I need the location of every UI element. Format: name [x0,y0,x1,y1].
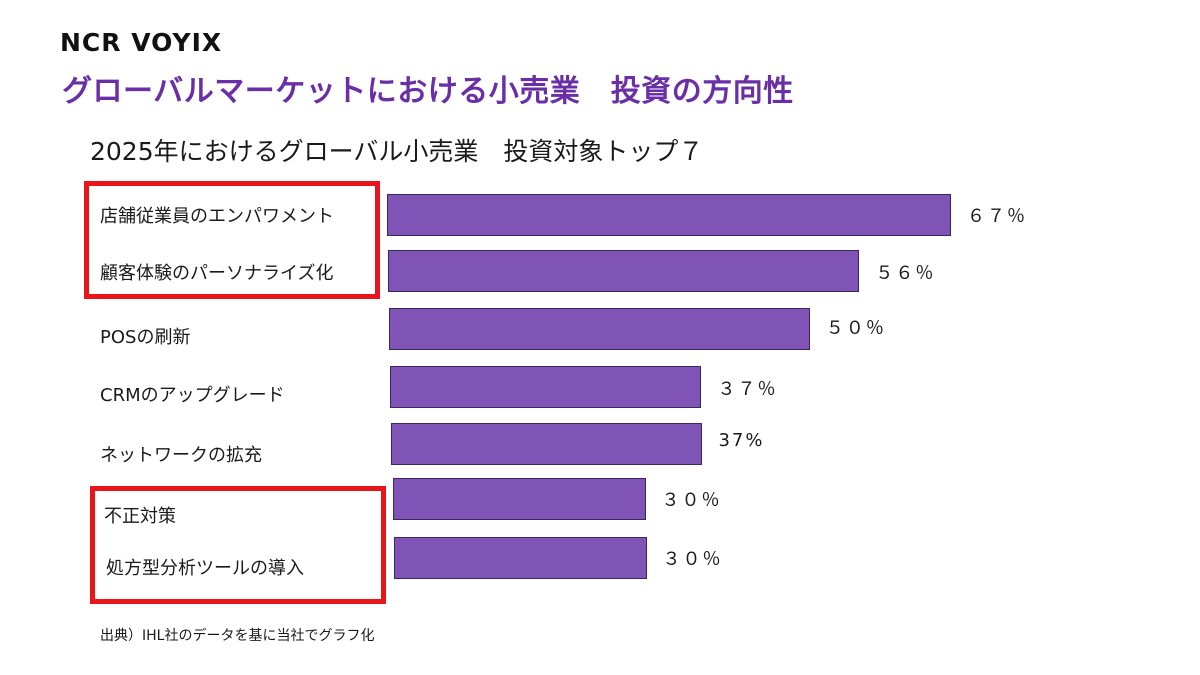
bar [391,423,703,465]
bar [388,250,860,292]
brand-logo: NCR VOYIX [60,28,223,57]
category-label: 処方型分析ツールの導入 [106,558,304,579]
category-label: POSの刷新 [100,327,191,348]
chart-title: 2025年におけるグローバル小売業 投資対象トップ７ [90,137,704,166]
category-label: CRMのアップグレード [100,385,285,406]
value-label: ３０％ [661,490,722,511]
source-note: 出典）IHL社のデータを基に当社でグラフ化 [100,628,375,644]
value-label: ３７％ [717,379,778,400]
highlight-box-bottom [90,486,386,604]
bar [394,537,647,579]
value-label: 37% [718,430,765,451]
category-label: 不正対策 [104,506,176,527]
category-label: 店舗従業員のエンパワメント [100,206,334,227]
bar [387,194,951,236]
value-label: ３０％ [662,549,723,570]
bar [389,308,810,350]
bar [393,478,646,520]
page-title: グローバルマーケットにおける小売業 投資の方向性 [62,74,794,109]
highlight-box-top [84,181,380,299]
value-label: ５０％ [825,318,886,339]
category-label: 顧客体験のパーソナライズ化 [100,263,334,284]
category-label: ネットワークの拡充 [100,445,262,466]
value-label: ５６％ [875,263,936,284]
bar [390,366,702,408]
value-label: ６７％ [967,206,1027,227]
